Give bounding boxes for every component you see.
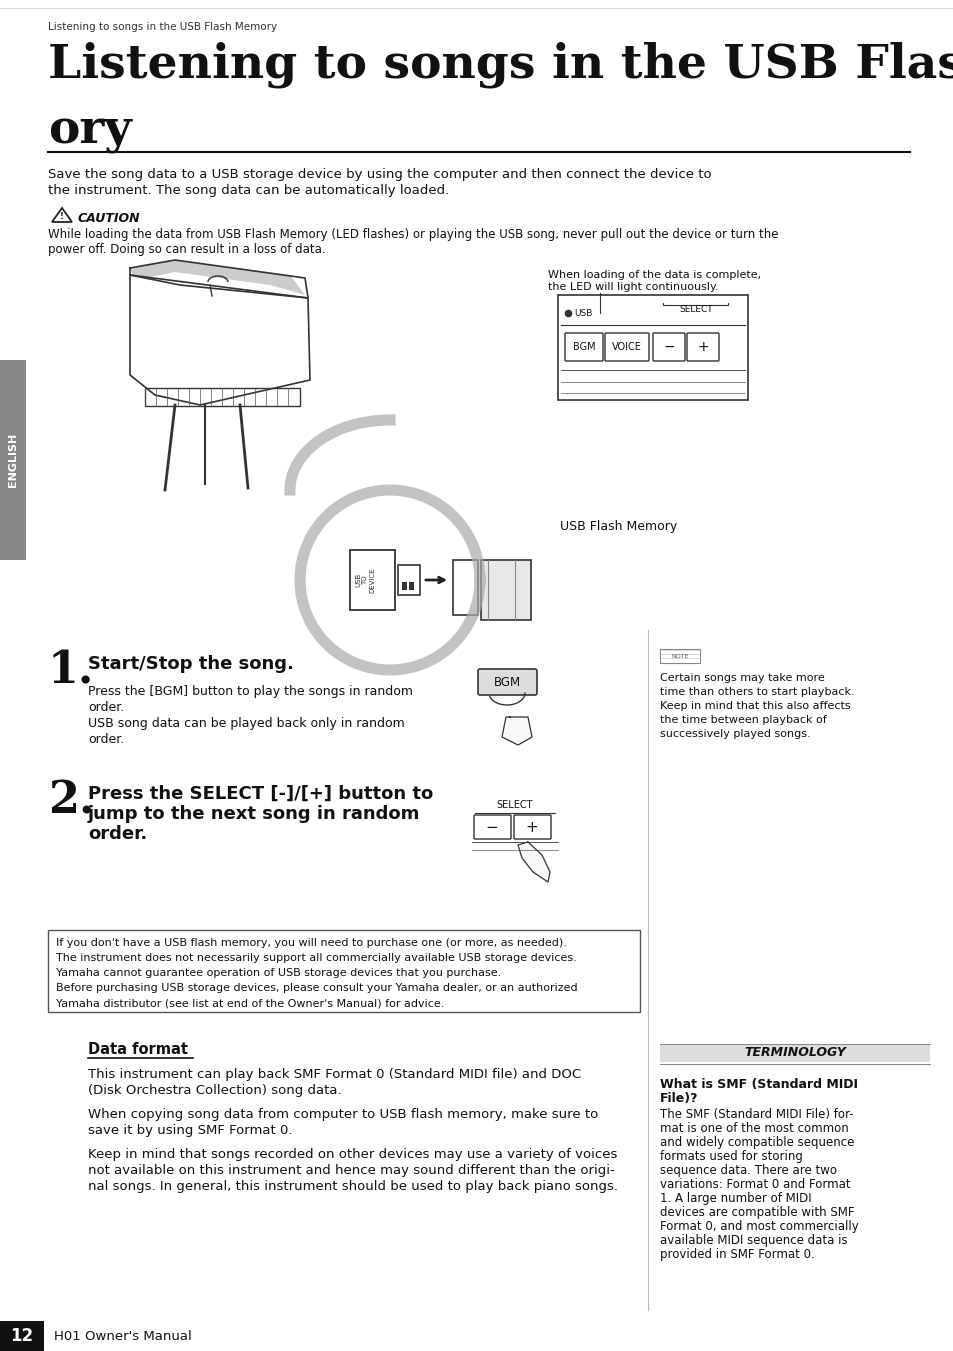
Bar <box>397 565 419 594</box>
Bar <box>145 388 299 407</box>
FancyBboxPatch shape <box>564 332 602 361</box>
Text: This instrument can play back SMF Format 0 (Standard MIDI file) and DOC: This instrument can play back SMF Format… <box>88 1069 580 1081</box>
Bar <box>659 1044 929 1062</box>
Text: Listening to songs in the USB Flash Memory: Listening to songs in the USB Flash Memo… <box>48 22 276 32</box>
Bar <box>480 561 531 620</box>
Text: time than others to start playback.: time than others to start playback. <box>659 688 854 697</box>
Text: −: − <box>662 340 674 354</box>
Text: Start/Stop the song.: Start/Stop the song. <box>88 655 294 673</box>
Text: Before purchasing USB storage devices, please consult your Yamaha dealer, or an : Before purchasing USB storage devices, p… <box>56 984 577 993</box>
Text: !: ! <box>60 212 64 222</box>
Text: Yamaha distributor (see list at end of the Owner's Manual) for advice.: Yamaha distributor (see list at end of t… <box>56 998 444 1008</box>
FancyBboxPatch shape <box>0 359 26 561</box>
Text: save it by using SMF Format 0.: save it by using SMF Format 0. <box>88 1124 293 1138</box>
Text: While loading the data from USB Flash Memory (LED flashes) or playing the USB so: While loading the data from USB Flash Me… <box>48 228 778 240</box>
Bar <box>350 550 395 611</box>
Bar <box>401 582 407 590</box>
Bar <box>558 295 747 400</box>
Text: 12: 12 <box>10 1327 33 1346</box>
Text: and widely compatible sequence: and widely compatible sequence <box>659 1136 854 1148</box>
Text: When loading of the data is complete,: When loading of the data is complete, <box>547 270 760 280</box>
Polygon shape <box>130 259 305 295</box>
Text: ory: ory <box>48 108 132 154</box>
Text: order.: order. <box>88 734 124 746</box>
Text: BGM: BGM <box>572 342 595 353</box>
Text: The SMF (Standard MIDI File) for-: The SMF (Standard MIDI File) for- <box>659 1108 853 1121</box>
Text: available MIDI sequence data is: available MIDI sequence data is <box>659 1233 846 1247</box>
Text: provided in SMF Format 0.: provided in SMF Format 0. <box>659 1248 814 1260</box>
Text: sequence data. There are two: sequence data. There are two <box>659 1165 836 1177</box>
Text: 2.: 2. <box>48 780 94 823</box>
Text: CAUTION: CAUTION <box>78 212 140 226</box>
Text: not available on this instrument and hence may sound different than the origi-: not available on this instrument and hen… <box>88 1165 614 1177</box>
Text: USB Flash Memory: USB Flash Memory <box>559 520 677 534</box>
Text: What is SMF (Standard MIDI: What is SMF (Standard MIDI <box>659 1078 857 1092</box>
Bar <box>48 929 639 1012</box>
FancyBboxPatch shape <box>477 669 537 694</box>
Text: 1. A large number of MIDI: 1. A large number of MIDI <box>659 1192 811 1205</box>
FancyBboxPatch shape <box>686 332 719 361</box>
Text: +: + <box>697 340 708 354</box>
Text: Listening to songs in the USB Flash Mem-: Listening to songs in the USB Flash Mem- <box>48 42 953 89</box>
Text: devices are compatible with SMF: devices are compatible with SMF <box>659 1206 854 1219</box>
Text: 1.: 1. <box>48 650 94 693</box>
Text: ENGLISH: ENGLISH <box>8 432 18 488</box>
Text: order.: order. <box>88 825 147 843</box>
Text: Press the [BGM] button to play the songs in random: Press the [BGM] button to play the songs… <box>88 685 413 698</box>
Text: VOICE: VOICE <box>612 342 641 353</box>
Text: Certain songs may take more: Certain songs may take more <box>659 673 824 684</box>
Text: SELECT: SELECT <box>679 304 712 313</box>
Text: Format 0, and most commercially: Format 0, and most commercially <box>659 1220 858 1233</box>
Bar <box>409 582 414 590</box>
Text: Save the song data to a USB storage device by using the computer and then connec: Save the song data to a USB storage devi… <box>48 168 711 181</box>
Text: the instrument. The song data can be automatically loaded.: the instrument. The song data can be aut… <box>48 184 449 197</box>
Text: (Disk Orchestra Collection) song data.: (Disk Orchestra Collection) song data. <box>88 1084 341 1097</box>
Text: order.: order. <box>88 701 124 713</box>
Polygon shape <box>501 717 532 744</box>
Text: Data format: Data format <box>88 1042 188 1056</box>
Text: formats used for storing: formats used for storing <box>659 1150 802 1163</box>
Bar <box>0 1321 44 1351</box>
Text: USB: USB <box>574 308 592 317</box>
Text: Yamaha cannot guarantee operation of USB storage devices that you purchase.: Yamaha cannot guarantee operation of USB… <box>56 969 500 978</box>
Text: the LED will light continuously.: the LED will light continuously. <box>547 282 718 292</box>
Text: File)?: File)? <box>659 1092 698 1105</box>
Text: Keep in mind that this also affects: Keep in mind that this also affects <box>659 701 850 711</box>
Text: the time between playback of: the time between playback of <box>659 715 826 725</box>
Text: The instrument does not necessarily support all commercially available USB stora: The instrument does not necessarily supp… <box>56 952 577 963</box>
FancyBboxPatch shape <box>604 332 648 361</box>
Text: nal songs. In general, this instrument should be used to play back piano songs.: nal songs. In general, this instrument s… <box>88 1179 618 1193</box>
Text: USB
TO
DEVICE: USB TO DEVICE <box>355 567 375 593</box>
Text: +: + <box>525 820 537 835</box>
FancyBboxPatch shape <box>474 815 511 839</box>
Text: power off. Doing so can result in a loss of data.: power off. Doing so can result in a loss… <box>48 243 325 255</box>
Text: Press the SELECT [-]/[+] button to: Press the SELECT [-]/[+] button to <box>88 785 433 802</box>
Text: If you don't have a USB flash memory, you will need to purchase one (or more, as: If you don't have a USB flash memory, yo… <box>56 938 566 948</box>
Text: USB song data can be played back only in random: USB song data can be played back only in… <box>88 717 404 730</box>
Text: NOTE: NOTE <box>671 654 688 658</box>
Text: TERMINOLOGY: TERMINOLOGY <box>743 1047 845 1059</box>
FancyBboxPatch shape <box>514 815 551 839</box>
Text: variations: Format 0 and Format: variations: Format 0 and Format <box>659 1178 850 1192</box>
Text: mat is one of the most common: mat is one of the most common <box>659 1121 848 1135</box>
FancyBboxPatch shape <box>652 332 684 361</box>
Text: −: − <box>485 820 497 835</box>
Text: jump to the next song in random: jump to the next song in random <box>88 805 420 823</box>
Polygon shape <box>517 842 550 882</box>
Text: successively played songs.: successively played songs. <box>659 730 810 739</box>
FancyBboxPatch shape <box>659 648 700 663</box>
Polygon shape <box>130 276 310 405</box>
Text: Keep in mind that songs recorded on other devices may use a variety of voices: Keep in mind that songs recorded on othe… <box>88 1148 617 1161</box>
Bar <box>453 561 477 615</box>
Text: SELECT: SELECT <box>497 800 533 811</box>
Text: When copying song data from computer to USB flash memory, make sure to: When copying song data from computer to … <box>88 1108 598 1121</box>
Text: BGM: BGM <box>493 676 520 689</box>
Text: H01 Owner's Manual: H01 Owner's Manual <box>54 1329 192 1343</box>
